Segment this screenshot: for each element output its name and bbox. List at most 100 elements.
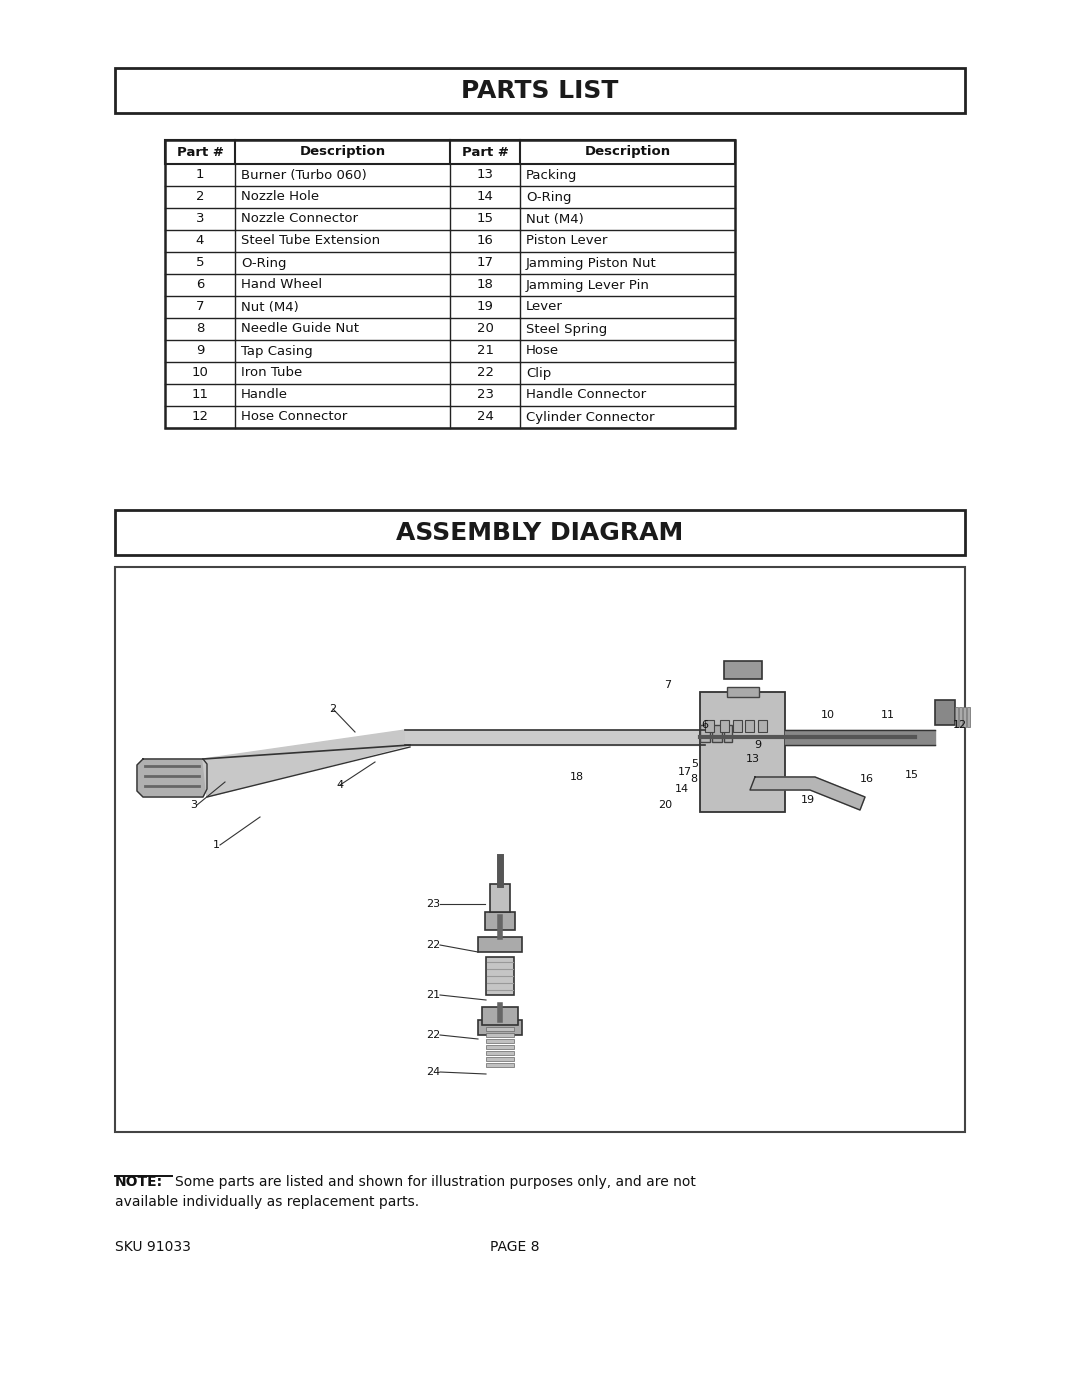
Bar — [114, 68, 966, 113]
Text: 14: 14 — [476, 190, 494, 204]
Text: 8: 8 — [195, 323, 204, 335]
Text: 23: 23 — [426, 900, 440, 909]
Text: 19: 19 — [801, 795, 815, 805]
Text: 13: 13 — [746, 754, 760, 764]
Text: 16: 16 — [476, 235, 494, 247]
Text: Jamming Piston Nut: Jamming Piston Nut — [526, 257, 657, 270]
Bar — [935, 700, 955, 725]
Text: 11: 11 — [881, 710, 895, 719]
Polygon shape — [405, 731, 705, 745]
Bar — [955, 707, 958, 726]
Text: 21: 21 — [426, 990, 440, 1000]
Bar — [758, 719, 767, 732]
Text: 10: 10 — [191, 366, 208, 380]
Text: 3: 3 — [195, 212, 204, 225]
Text: Packing: Packing — [526, 169, 578, 182]
Text: Clip: Clip — [526, 366, 551, 380]
Bar — [165, 140, 735, 427]
Text: NOTE:: NOTE: — [114, 1175, 163, 1189]
Bar — [959, 707, 962, 726]
Text: 2: 2 — [329, 704, 337, 714]
Text: Burner (Turbo 060): Burner (Turbo 060) — [241, 169, 367, 182]
Text: 20: 20 — [476, 323, 494, 335]
Text: 6: 6 — [195, 278, 204, 292]
Text: Description: Description — [584, 145, 671, 158]
Text: 6: 6 — [702, 719, 708, 731]
Bar — [745, 719, 754, 732]
Text: 8: 8 — [690, 774, 698, 784]
Bar — [165, 140, 735, 163]
Bar — [486, 1045, 514, 1049]
Bar — [712, 725, 723, 742]
Text: 9: 9 — [195, 345, 204, 358]
Text: 18: 18 — [476, 278, 494, 292]
Text: 21: 21 — [476, 345, 494, 358]
Text: Steel Tube Extension: Steel Tube Extension — [241, 235, 380, 247]
Text: SKU 91033: SKU 91033 — [114, 1241, 191, 1255]
Text: Description: Description — [299, 145, 386, 158]
Text: Lever: Lever — [526, 300, 563, 313]
Bar — [478, 1020, 522, 1035]
Text: Jamming Lever Pin: Jamming Lever Pin — [526, 278, 650, 292]
Text: Needle Guide Nut: Needle Guide Nut — [241, 323, 359, 335]
Text: Piston Lever: Piston Lever — [526, 235, 607, 247]
Text: Nozzle Connector: Nozzle Connector — [241, 212, 357, 225]
Bar — [967, 707, 970, 726]
Text: 12: 12 — [953, 719, 967, 731]
Text: 24: 24 — [426, 1067, 440, 1077]
Text: 17: 17 — [476, 257, 494, 270]
Text: 5: 5 — [691, 759, 699, 768]
Bar — [482, 1007, 518, 1025]
Text: 22: 22 — [426, 1030, 440, 1039]
Bar — [490, 884, 510, 912]
Bar — [478, 937, 522, 951]
Bar — [486, 1032, 514, 1037]
Polygon shape — [785, 731, 935, 745]
Text: Hose: Hose — [526, 345, 559, 358]
Bar — [485, 912, 515, 930]
Text: PAGE 8: PAGE 8 — [490, 1241, 540, 1255]
Text: Hose Connector: Hose Connector — [241, 411, 348, 423]
Text: Part #: Part # — [176, 145, 224, 158]
Text: Steel Spring: Steel Spring — [526, 323, 607, 335]
Bar — [114, 567, 966, 1132]
Text: 7: 7 — [664, 680, 672, 690]
Text: 22: 22 — [426, 940, 440, 950]
Bar — [727, 687, 758, 697]
Bar — [724, 661, 761, 679]
Text: Hand Wheel: Hand Wheel — [241, 278, 322, 292]
Bar — [486, 1058, 514, 1060]
Text: Nozzle Hole: Nozzle Hole — [241, 190, 319, 204]
Text: 9: 9 — [755, 740, 761, 750]
Bar — [720, 719, 729, 732]
Text: 17: 17 — [678, 767, 692, 777]
Bar — [486, 957, 514, 995]
Text: PARTS LIST: PARTS LIST — [461, 78, 619, 102]
Text: Nut (M4): Nut (M4) — [526, 212, 584, 225]
Bar — [963, 707, 966, 726]
Text: 24: 24 — [476, 411, 494, 423]
Text: 11: 11 — [191, 388, 208, 401]
Bar — [705, 719, 714, 732]
Text: Cylinder Connector: Cylinder Connector — [526, 411, 654, 423]
Text: available individually as replacement parts.: available individually as replacement pa… — [114, 1194, 419, 1208]
Text: O-Ring: O-Ring — [241, 257, 286, 270]
Text: Handle Connector: Handle Connector — [526, 388, 646, 401]
Bar — [486, 1039, 514, 1044]
Text: 10: 10 — [821, 710, 835, 719]
Polygon shape — [203, 731, 410, 798]
Text: 22: 22 — [476, 366, 494, 380]
Text: ASSEMBLY DIAGRAM: ASSEMBLY DIAGRAM — [396, 521, 684, 545]
Text: 7: 7 — [195, 300, 204, 313]
Polygon shape — [137, 759, 207, 798]
Bar — [700, 725, 710, 742]
Bar — [724, 725, 732, 742]
Bar — [486, 1051, 514, 1055]
Bar — [486, 1027, 514, 1031]
Text: 12: 12 — [191, 411, 208, 423]
Text: Iron Tube: Iron Tube — [241, 366, 302, 380]
Text: 20: 20 — [658, 800, 672, 810]
Text: 16: 16 — [860, 774, 874, 784]
Text: 4: 4 — [337, 780, 343, 789]
Text: 18: 18 — [570, 773, 584, 782]
